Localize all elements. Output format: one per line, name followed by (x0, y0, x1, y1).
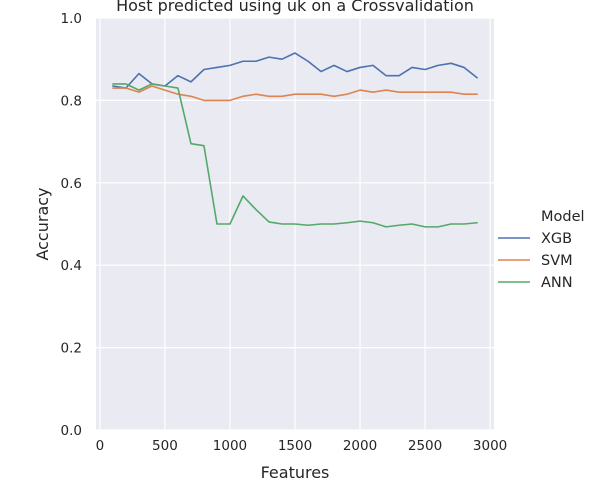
y-tick-labels: 0.0 0.2 0.4 0.6 0.8 1.0 (61, 11, 82, 439)
y-axis-label: Accuracy (33, 187, 52, 260)
y-tick-label: 1.0 (61, 11, 82, 27)
legend: Model XGB SVM ANN (498, 209, 585, 291)
x-tick-label: 3000 (473, 438, 507, 454)
y-tick-label: 0.2 (61, 341, 82, 357)
legend-label-ann: ANN (541, 275, 573, 291)
series-line-xgb (112, 52, 478, 89)
x-tick-labels: 0 500 1000 1500 2000 2500 3000 (96, 438, 508, 454)
series-line-ann (112, 83, 478, 228)
series-line-svm (112, 85, 478, 102)
x-tick-label: 1500 (278, 438, 312, 454)
legend-label-xgb: XGB (541, 231, 572, 247)
y-tick-label: 0.8 (61, 93, 82, 109)
x-axis-label: Features (261, 463, 330, 482)
y-tick-label: 0.0 (61, 423, 82, 439)
x-tick-label: 500 (152, 438, 178, 454)
y-tick-label: 0.6 (61, 176, 82, 192)
legend-title: Model (541, 209, 585, 225)
x-tick-label: 2500 (408, 438, 442, 454)
x-tick-label: 1000 (213, 438, 247, 454)
x-tick-label: 0 (96, 438, 105, 454)
y-tick-label: 0.4 (61, 258, 82, 274)
legend-label-svm: SVM (541, 253, 573, 269)
chart-title: Host predicted using uk on a Crossvalida… (116, 0, 474, 15)
series-lines (112, 52, 478, 228)
x-tick-label: 2000 (343, 438, 377, 454)
